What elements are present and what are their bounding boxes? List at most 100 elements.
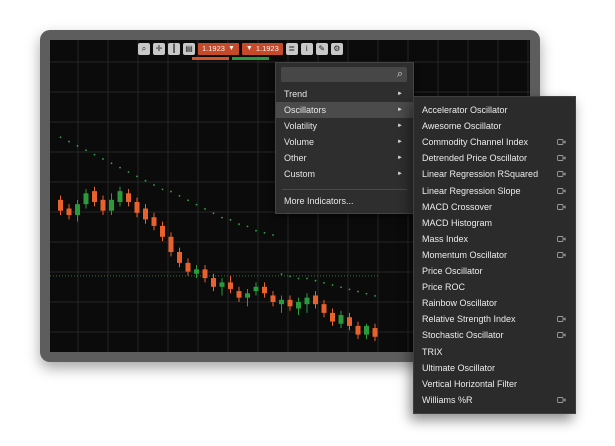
settings-icon[interactable]: ⚙ (330, 43, 343, 55)
menu-item-label: Trend (284, 89, 308, 99)
submenu-item-label: Commodity Channel Index (422, 137, 529, 148)
candle-body (58, 199, 63, 211)
indicator-dot (255, 229, 257, 232)
sell-arrow-icon: ▼ (227, 45, 235, 52)
submenu-item[interactable]: Detrended Price Oscillator (414, 150, 575, 166)
submenu-item[interactable]: Ultimate Oscillator (414, 360, 575, 376)
search-icon[interactable]: ⌕ (396, 68, 403, 80)
video-icon[interactable] (557, 332, 566, 339)
submenu-item[interactable]: Williams %R (414, 392, 575, 408)
menu-item-volatility[interactable]: Volatility ► (276, 118, 413, 134)
indicator-dot (119, 166, 121, 169)
indicator-dot (238, 223, 240, 226)
submenu-item-label: MACD Histogram (422, 217, 493, 228)
indicator-dot (280, 273, 283, 276)
indicator-dot (212, 212, 215, 215)
menu-item-label: Other (284, 153, 307, 163)
indicator-dot (93, 153, 96, 156)
drawing-icon[interactable]: ✎ (315, 43, 328, 55)
submenu-item[interactable]: Accelerator Oscillator (414, 102, 575, 118)
submenu-item[interactable]: Awesome Oscillator (414, 118, 575, 134)
video-icon[interactable] (557, 139, 566, 146)
submenu-item[interactable]: Price ROC (414, 279, 575, 295)
candle-body (253, 286, 259, 292)
submenu-item[interactable]: Vertical Horizontal Filter (414, 376, 575, 392)
menu-item-volume[interactable]: Volume ► (276, 134, 413, 150)
submenu-item[interactable]: Mass Index (414, 231, 575, 247)
indicator-dot (127, 171, 130, 173)
indicator-dot (323, 281, 325, 284)
video-icon[interactable] (557, 251, 566, 258)
menu-item-custom[interactable]: Custom ► (276, 166, 413, 182)
candle-body (194, 269, 199, 274)
candle-body (185, 262, 191, 272)
submenu-item[interactable]: MACD Histogram (414, 215, 575, 231)
indicator-dot (161, 188, 164, 191)
candle-body (236, 291, 242, 298)
crosshair-icon[interactable]: ✛ (153, 43, 165, 55)
more-indicators-item[interactable]: More Indicators... (276, 193, 413, 209)
submenu-item-label: Price ROC (422, 282, 466, 293)
indicator-dot (195, 203, 198, 206)
chevron-right-icon: ► (397, 123, 403, 129)
bar-type-icon[interactable]: ┃ (168, 43, 180, 55)
video-icon[interactable] (557, 316, 566, 323)
more-indicators-label: More Indicators... (284, 196, 354, 206)
submenu-item[interactable]: Linear Regression RSquared (414, 166, 575, 182)
video-icon[interactable] (557, 235, 566, 242)
submenu-item[interactable]: Momentum Oscillator (414, 247, 575, 263)
video-icon[interactable] (557, 187, 566, 194)
submenu-item-label: Ultimate Oscillator (422, 362, 496, 373)
candle-body (117, 191, 123, 202)
indicator-dot (306, 277, 308, 280)
candle-body (287, 299, 293, 307)
indicator-dot (59, 136, 62, 139)
buy-price-button[interactable]: ▼ 1.1923 (241, 43, 283, 55)
indicator-dot (246, 225, 249, 228)
indicator-dot (136, 175, 138, 178)
menu-item-other[interactable]: Other ► (276, 150, 413, 166)
submenu-item[interactable]: TRIX (414, 344, 575, 360)
zoom-icon[interactable]: ⌕ (138, 43, 150, 55)
menu-item-oscillators[interactable]: Oscillators ► (276, 102, 413, 118)
submenu-item[interactable]: MACD Crossover (414, 199, 575, 215)
indicator-dot (153, 184, 155, 186)
buy-underline (232, 57, 269, 60)
submenu-item-label: Accelerator Oscillator (422, 105, 508, 115)
video-icon[interactable] (557, 203, 566, 210)
submenu-item[interactable]: Linear Regression Slope (414, 183, 575, 199)
video-icon[interactable] (557, 155, 566, 162)
indicators-icon[interactable]: ≣ (285, 43, 298, 55)
submenu-item[interactable]: Relative Strength Index (414, 311, 575, 327)
candle-body (160, 225, 165, 237)
menu-divider (282, 189, 407, 190)
search-input[interactable]: ⌕ (281, 67, 407, 82)
submenu-item-label: Stochastic Oscillator (422, 330, 504, 341)
submenu-item[interactable]: Rainbow Oscillator (414, 295, 575, 311)
buy-price: 1.1923 (255, 44, 279, 53)
info-icon[interactable]: i (300, 43, 313, 55)
sell-price-button[interactable]: 1.1923 ▼ (198, 43, 239, 55)
menu-item-trend[interactable]: Trend ► (276, 86, 413, 102)
candle-body (177, 252, 182, 263)
candle-body (202, 269, 208, 279)
submenu-item[interactable]: Stochastic Oscillator (414, 327, 575, 343)
video-icon[interactable] (557, 171, 566, 178)
timeframe-icon[interactable]: ▤ (183, 43, 195, 55)
submenu-item[interactable]: Commodity Channel Index (414, 134, 575, 150)
indicator-dot (85, 149, 87, 152)
video-icon[interactable] (557, 396, 566, 403)
candle-body (126, 193, 131, 202)
candle-body (109, 199, 114, 211)
submenu-item[interactable]: Price Oscillator (414, 263, 575, 279)
submenu-item-label: TRIX (422, 346, 443, 357)
indicator-dot (297, 277, 300, 280)
menu-item-label: Volatility (284, 121, 318, 131)
chevron-right-icon: ► (397, 91, 403, 97)
sell-price: 1.1923 (202, 44, 225, 53)
candle-body (262, 286, 267, 294)
candle-body (83, 193, 89, 205)
candle-body (372, 328, 378, 337)
candle-body (143, 208, 148, 220)
candle-body (245, 293, 250, 298)
